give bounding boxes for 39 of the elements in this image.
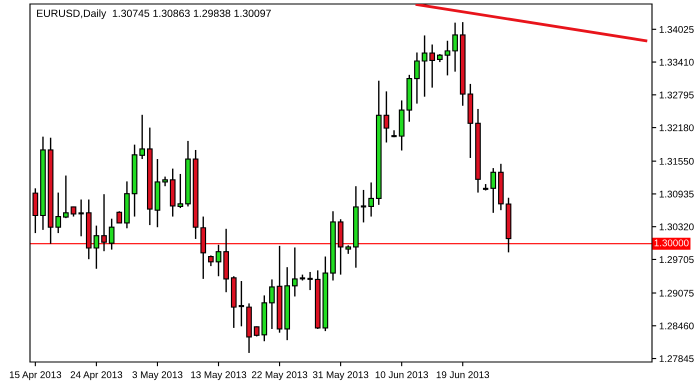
candlestick [490,167,496,214]
candlestick [55,192,62,234]
chart-title: EURUSD,Daily 1.30745 1.30863 1.29838 1.30097 [37,9,271,20]
y-tick-label: 1.33410 [660,58,694,66]
candlestick [63,174,69,219]
x-tick-label: 31 May 2013 [312,371,368,380]
y-tick-label: 1.32180 [660,124,694,132]
candlestick [108,218,115,250]
y-tick-label: 1.29075 [660,290,694,297]
candlestick [178,173,184,209]
y-tick-label: 1.27845 [660,355,694,362]
y-tick-label: 1.32795 [660,92,694,98]
ref-line-label: 1.30000 [654,239,689,246]
y-tick-label: 1.30320 [660,223,694,230]
candlestick [292,246,298,298]
y-tick-label: 1.28460 [660,322,694,330]
candlestick [216,244,222,277]
x-tick-label: 24 Apr 2013 [70,371,122,380]
x-tick-label: 10 Jun 2013 [376,371,428,378]
x-tick-label: 13 May 2013 [191,371,246,380]
x-tick-label: 3 May 2013 [132,371,182,380]
y-tick-label: 1.29705 [660,256,694,264]
y-tick-label: 1.30935 [660,190,694,198]
candlestick [429,44,436,88]
candlestick [384,90,390,144]
candlestick [32,188,38,234]
candlestick [452,22,458,72]
candlestick [444,40,450,76]
candlestick [208,254,214,267]
candlestick [101,193,107,252]
candlestick [116,210,122,224]
y-tick-label: 1.31550 [660,158,694,165]
x-tick-label: 22 May 2013 [252,371,308,380]
candlestick [94,224,100,270]
y-tick-label: 1.34025 [660,26,694,33]
candlestick [368,182,374,218]
x-tick-label: 19 Jun 2013 [436,371,490,378]
candlestick [139,114,146,160]
x-tick-label: 15 Apr 2013 [10,371,62,380]
